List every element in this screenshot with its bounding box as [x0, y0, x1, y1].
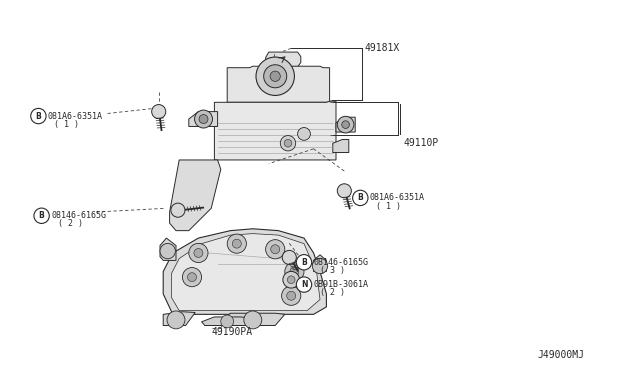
Ellipse shape	[244, 311, 262, 329]
Text: B: B	[358, 193, 363, 202]
Text: 081A6-6351A: 081A6-6351A	[48, 112, 103, 121]
Polygon shape	[163, 312, 195, 326]
Ellipse shape	[280, 135, 296, 151]
Ellipse shape	[160, 243, 175, 259]
Text: ( 2 ): ( 2 )	[320, 288, 345, 297]
Ellipse shape	[287, 291, 296, 300]
Text: 08146-6165G: 08146-6165G	[51, 211, 106, 220]
Ellipse shape	[282, 286, 301, 305]
Ellipse shape	[353, 190, 368, 206]
Ellipse shape	[152, 105, 166, 119]
Polygon shape	[336, 117, 355, 132]
Ellipse shape	[282, 250, 296, 264]
Text: B: B	[39, 211, 44, 220]
Polygon shape	[163, 229, 326, 314]
Ellipse shape	[298, 128, 310, 140]
Ellipse shape	[199, 115, 208, 124]
Text: ( 2 ): ( 2 )	[58, 219, 83, 228]
Ellipse shape	[342, 121, 349, 128]
Polygon shape	[189, 112, 218, 126]
Polygon shape	[160, 238, 176, 260]
Ellipse shape	[270, 71, 280, 81]
Polygon shape	[266, 52, 301, 67]
Ellipse shape	[194, 248, 203, 257]
Ellipse shape	[182, 267, 202, 287]
Polygon shape	[227, 66, 330, 102]
Ellipse shape	[34, 208, 49, 224]
Ellipse shape	[266, 240, 285, 259]
Text: B: B	[301, 258, 307, 267]
Text: 49181X: 49181X	[365, 44, 400, 53]
Text: ( 1 ): ( 1 )	[54, 120, 79, 129]
Text: ( 1 ): ( 1 )	[376, 202, 401, 211]
Ellipse shape	[221, 315, 234, 328]
Ellipse shape	[312, 258, 328, 274]
Ellipse shape	[271, 245, 280, 254]
Ellipse shape	[256, 57, 294, 96]
Ellipse shape	[195, 110, 212, 128]
Text: 0B91B-3061A: 0B91B-3061A	[314, 280, 369, 289]
Ellipse shape	[171, 203, 185, 217]
Ellipse shape	[337, 116, 354, 133]
Ellipse shape	[283, 272, 300, 288]
Text: 49190PA: 49190PA	[211, 327, 252, 337]
Ellipse shape	[290, 267, 299, 276]
Text: N: N	[301, 280, 307, 289]
Text: J49000MJ: J49000MJ	[538, 350, 584, 360]
Text: 08146-6165G: 08146-6165G	[314, 258, 369, 267]
Polygon shape	[314, 255, 326, 272]
Polygon shape	[202, 317, 256, 326]
Ellipse shape	[188, 273, 196, 282]
Text: ( 3 ): ( 3 )	[320, 266, 345, 275]
Ellipse shape	[296, 254, 312, 270]
Polygon shape	[172, 234, 320, 311]
Text: 081A6-6351A: 081A6-6351A	[370, 193, 425, 202]
Ellipse shape	[31, 108, 46, 124]
Ellipse shape	[285, 262, 304, 281]
Ellipse shape	[264, 65, 287, 88]
Text: 49110P: 49110P	[403, 138, 438, 148]
Ellipse shape	[337, 184, 351, 198]
Text: B: B	[36, 112, 41, 121]
Ellipse shape	[189, 243, 208, 263]
Polygon shape	[170, 160, 221, 231]
Ellipse shape	[284, 140, 292, 147]
Polygon shape	[333, 140, 349, 153]
Ellipse shape	[296, 277, 312, 292]
Ellipse shape	[227, 234, 246, 253]
Ellipse shape	[167, 311, 185, 329]
Ellipse shape	[232, 239, 241, 248]
Polygon shape	[214, 101, 336, 160]
Ellipse shape	[287, 276, 295, 283]
Polygon shape	[224, 313, 285, 326]
